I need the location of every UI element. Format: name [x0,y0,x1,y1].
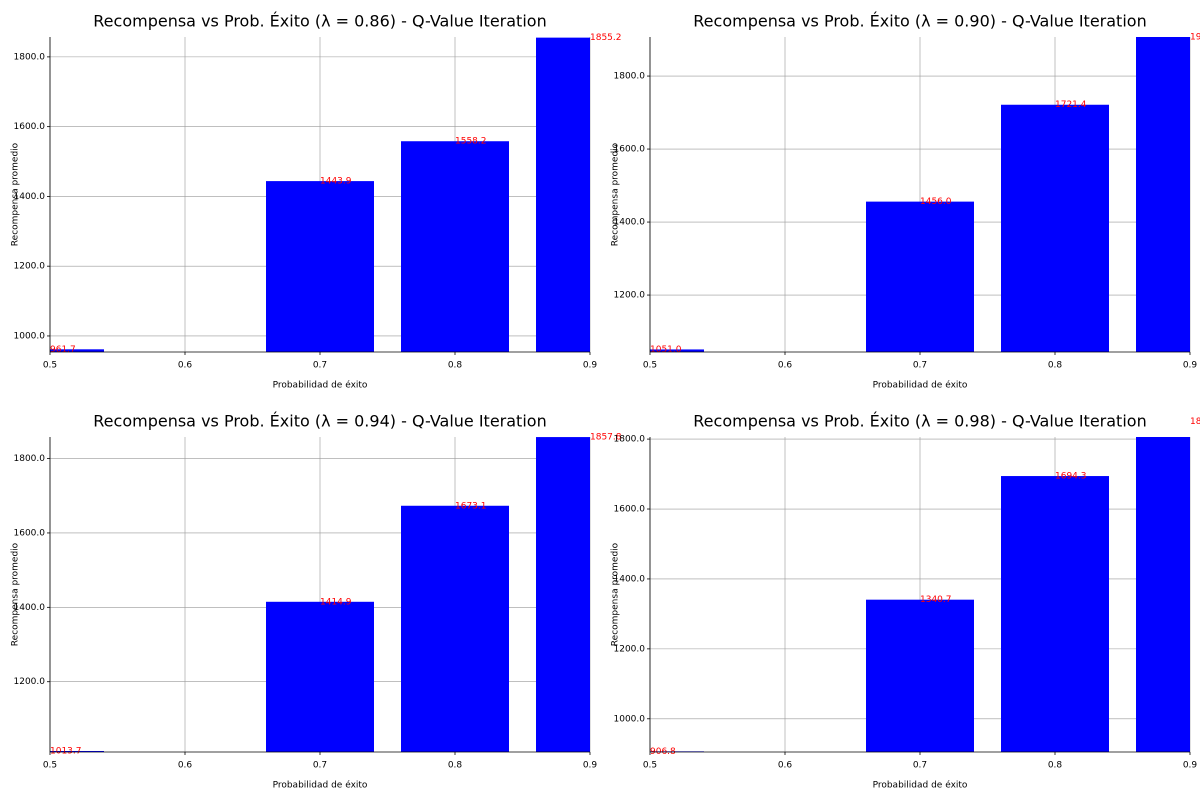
x-axis-label: Probabilidad de éxito [273,380,368,391]
x-tick-label: 0.7 [313,761,327,771]
bar [401,505,509,752]
value-label: 1857.8 [590,433,622,443]
x-tick-label: 0.7 [913,761,927,771]
y-tick-label: 1400.0 [14,192,46,202]
bar [1136,437,1190,752]
y-tick-label: 1400.0 [14,603,46,613]
value-label: 1443.9 [320,177,352,187]
value-label: 1673.1 [455,501,487,511]
x-tick-label: 0.8 [1048,761,1063,771]
x-tick-label: 0.8 [448,361,463,371]
chart-title: Recompensa vs Prob. Éxito (λ = 0.98) - Q… [693,412,1146,431]
x-tick-label: 0.5 [643,361,657,371]
x-tick-label: 0.9 [1183,761,1198,771]
y-tick-label: 1400.0 [614,574,646,584]
bar [50,349,104,352]
bar [650,349,704,352]
x-tick-label: 0.9 [1183,361,1198,371]
value-label: 1340.7 [920,595,952,605]
y-axis-label: Recompensa promedio [611,542,621,646]
bar [1136,37,1190,352]
x-tick-label: 0.5 [643,761,657,771]
chart-title: Recompensa vs Prob. Éxito (λ = 0.90) - Q… [693,12,1146,31]
y-tick-label: 1200.0 [14,262,46,272]
value-label: 1694.3 [1055,472,1087,482]
y-tick-label: 1800.0 [614,435,646,445]
y-axis-label: Recompensa promedio [11,542,21,646]
bar [401,141,509,352]
y-tick-label: 1800.0 [614,72,646,82]
x-tick-label: 0.7 [913,361,927,371]
value-label: 1013.7 [50,746,82,756]
y-axis-label: Recompensa promedio [11,142,21,246]
plot-area [650,437,1190,752]
x-tick-label: 0.9 [583,361,598,371]
y-tick-label: 1800.0 [14,454,46,464]
bar [1001,476,1109,752]
bar [50,750,104,752]
chart-title: Recompensa vs Prob. Éxito (λ = 0.94) - Q… [93,412,546,431]
x-axis-label: Probabilidad de éxito [873,780,968,791]
value-label: 1721.4 [1055,100,1087,110]
chart-panel: Recompensa vs Prob. Éxito (λ = 0.86) - Q… [11,12,622,391]
x-tick-label: 0.5 [43,361,57,371]
bar [1001,104,1109,352]
x-tick-label: 0.9 [583,761,598,771]
bar [866,599,974,752]
value-label: 1850.0 [1190,417,1200,427]
value-label: 1855.2 [590,33,622,43]
x-tick-label: 0.8 [1048,361,1063,371]
x-axis-label: Probabilidad de éxito [873,380,968,391]
chart-panel: Recompensa vs Prob. Éxito (λ = 0.98) - Q… [611,412,1200,791]
x-tick-label: 0.7 [313,361,327,371]
bar [266,601,374,752]
chart-panel: Recompensa vs Prob. Éxito (λ = 0.94) - Q… [11,412,622,791]
y-tick-label: 1200.0 [14,677,46,687]
x-tick-label: 0.5 [43,761,57,771]
y-tick-label: 1600.0 [614,145,646,155]
value-label: 1558.2 [455,137,487,147]
y-axis-label: Recompensa promedio [611,142,621,246]
y-tick-label: 1200.0 [614,644,646,654]
value-label: 1414.9 [320,597,352,607]
plot-area [50,37,590,352]
y-tick-label: 1200.0 [614,291,646,301]
y-tick-label: 1600.0 [14,528,46,538]
bar [866,201,974,352]
value-label: 1051.0 [650,345,682,355]
x-tick-label: 0.6 [778,761,793,771]
chart-title: Recompensa vs Prob. Éxito (λ = 0.86) - Q… [93,12,546,31]
chart-panel: Recompensa vs Prob. Éxito (λ = 0.90) - Q… [611,12,1200,391]
x-tick-label: 0.6 [778,361,793,371]
y-tick-label: 1000.0 [14,331,46,341]
x-tick-label: 0.6 [178,761,193,771]
plot-area [50,437,590,752]
x-tick-label: 0.6 [178,361,193,371]
bar [536,37,590,352]
y-tick-label: 1600.0 [14,122,46,132]
y-tick-label: 1800.0 [14,52,46,62]
plot-area [650,37,1190,352]
value-label: 1456.0 [920,197,952,207]
value-label: 961.7 [50,345,76,355]
bar [536,437,590,752]
x-axis-label: Probabilidad de éxito [273,780,368,791]
y-tick-label: 1400.0 [614,218,646,228]
x-tick-label: 0.8 [448,761,463,771]
y-tick-label: 1600.0 [614,505,646,515]
bar [266,181,374,352]
value-label: 1907.0 [1190,33,1200,43]
y-tick-label: 1000.0 [614,714,646,724]
